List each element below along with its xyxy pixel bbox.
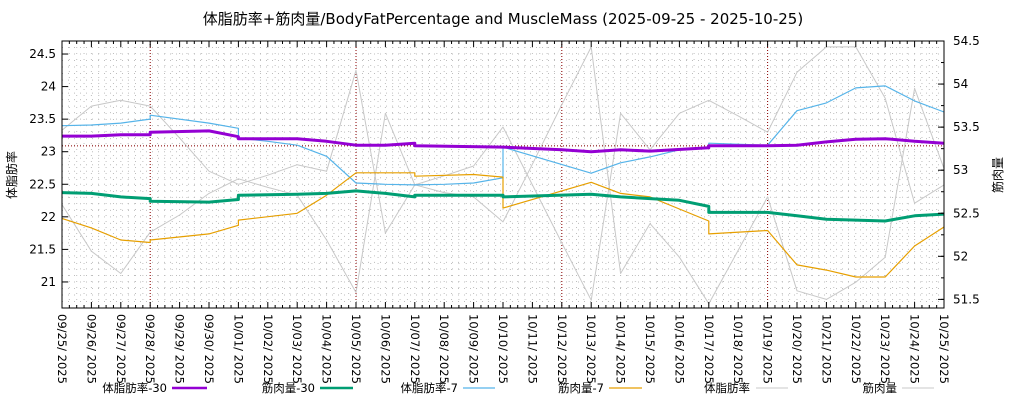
x-tick-label: 10/22/ 2025	[849, 314, 863, 384]
legend-item: 体脂肪率-30	[102, 381, 207, 395]
series-line-4	[61, 46, 945, 301]
x-tick-label: 10/21/ 2025	[819, 314, 833, 384]
chart-title: 体脂肪率+筋肉量/BodyFatPercentage and MuscleMas…	[203, 10, 803, 28]
x-tick-label: 09/30/ 2025	[202, 314, 216, 384]
legend-label: 体脂肪率-30	[102, 381, 167, 395]
x-tick-label: 10/14/ 2025	[614, 314, 628, 384]
x-tick-label: 10/11/ 2025	[525, 314, 539, 384]
y-axis-right: 51.5 52 52.5 53 53.5 54 54.5	[938, 34, 980, 306]
x-tick-label: 10/13/ 2025	[584, 314, 598, 384]
x-tick-label: 09/28/ 2025	[143, 314, 157, 384]
y-tick-label-left: 21	[41, 275, 56, 289]
legend: 体脂肪率-30 筋肉量-30 体脂肪率-7 筋肉量-7 体脂肪率 筋肉量	[102, 381, 934, 395]
legend-label: 筋肉量	[863, 381, 898, 395]
x-tick-label: 10/17/ 2025	[702, 314, 716, 384]
x-tick-label: 10/04/ 2025	[320, 314, 334, 384]
y-tick-label-left: 23	[41, 145, 56, 159]
x-tick-label: 10/12/ 2025	[555, 314, 569, 384]
legend-item: 筋肉量-30	[262, 381, 353, 395]
y-tick-label-right: 53	[953, 163, 968, 177]
y-axis-right-title: 筋肉量	[990, 157, 1005, 193]
x-tick-label: 10/03/ 2025	[290, 314, 304, 384]
x-tick-label: 10/15/ 2025	[643, 314, 657, 384]
legend-label: 筋肉量-7	[558, 381, 604, 395]
x-tick-label: 10/10/ 2025	[496, 314, 510, 384]
y-tick-label-left: 24	[41, 80, 56, 94]
x-tick-label: 10/24/ 2025	[908, 314, 922, 384]
x-tick-label: 09/29/ 2025	[173, 314, 187, 384]
x-tick-label: 10/07/ 2025	[408, 314, 422, 384]
x-tick-label: 10/20/ 2025	[790, 314, 804, 384]
x-axis: 09/25/ 2025 09/26/ 2025 09/27/ 2025 09/28/ …	[55, 314, 951, 384]
y-tick-label-left: 22	[41, 210, 56, 224]
y-tick-label-left: 22.5	[29, 177, 56, 191]
series-line-0	[62, 129, 945, 154]
y-tick-label-right: 53.5	[953, 120, 980, 134]
x-tick-label: 09/27/ 2025	[114, 314, 128, 384]
x-tick-label: 10/05/ 2025	[349, 314, 363, 384]
x-tick-label: 10/01/ 2025	[231, 314, 245, 384]
x-tick-label: 10/09/ 2025	[467, 314, 481, 384]
x-tick-label: 10/18/ 2025	[731, 314, 745, 384]
x-tick-label: 10/25/ 2025	[937, 314, 951, 384]
legend-label: 体脂肪率-7	[401, 381, 458, 395]
series-layer	[61, 46, 945, 305]
x-tick-label: 09/26/ 2025	[84, 314, 98, 384]
x-tick-label: 10/16/ 2025	[672, 314, 686, 384]
series-line-5	[61, 46, 945, 305]
y-tick-label-right: 51.5	[953, 292, 980, 306]
x-tick-label: 10/08/ 2025	[437, 314, 451, 384]
legend-label: 体脂肪率	[704, 381, 750, 395]
legend-item: 筋肉量	[863, 381, 934, 395]
series-line-1	[61, 189, 945, 223]
legend-item: 体脂肪率	[704, 381, 788, 395]
y-tick-label-right: 52	[953, 249, 968, 263]
y-tick-label-left: 21.5	[29, 242, 56, 256]
grid	[62, 41, 944, 308]
x-tick-label: 10/19/ 2025	[761, 314, 775, 384]
y-tick-label-right: 54	[953, 77, 968, 91]
x-tick-label: 09/25/ 2025	[55, 314, 69, 384]
y-tick-label-right: 52.5	[953, 206, 980, 220]
legend-item: 体脂肪率-7	[401, 381, 495, 395]
y-axis-left-title: 体脂肪率	[4, 151, 19, 199]
y-tick-label-left: 24.5	[29, 47, 56, 61]
y-axis-left: 21 21.5 22 22.5 23 23.5 24 24.5	[29, 47, 68, 289]
legend-label: 筋肉量-30	[262, 381, 315, 395]
x-tick-label: 10/23/ 2025	[878, 314, 892, 384]
x-tick-label: 10/06/ 2025	[378, 314, 392, 384]
legend-item: 筋肉量-7	[558, 381, 642, 395]
y-tick-label-right: 54.5	[953, 34, 980, 48]
x-tick-label: 10/02/ 2025	[261, 314, 275, 384]
y-tick-label-left: 23.5	[29, 112, 56, 126]
axis-ticks	[61, 41, 945, 308]
series-line-3	[61, 172, 945, 278]
series-line-2	[61, 85, 945, 186]
